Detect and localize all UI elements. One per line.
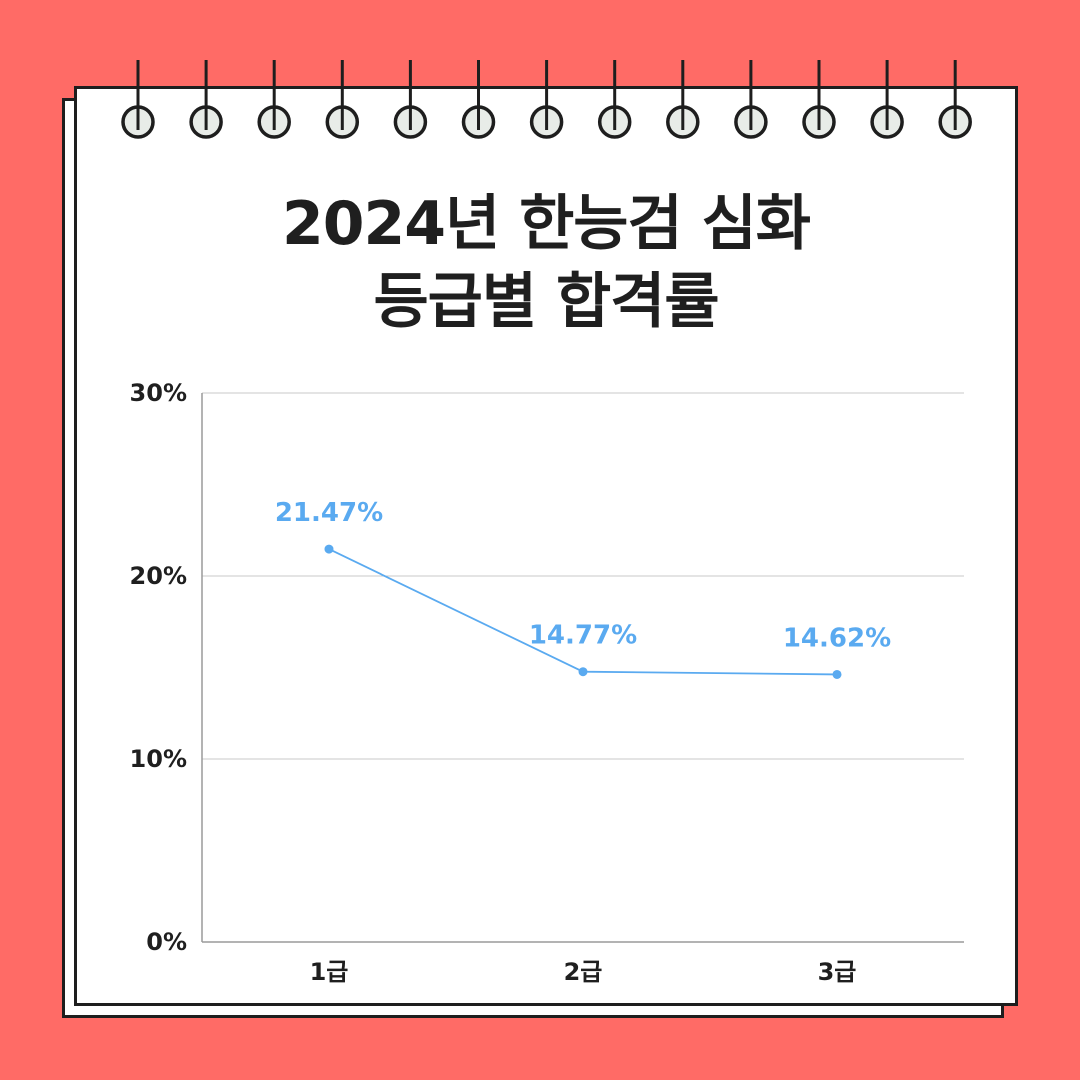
data-point [324, 544, 334, 554]
series-line [328, 548, 838, 676]
spiral-binding [121, 60, 972, 139]
y-tick-label: 30% [130, 379, 187, 407]
y-tick-label: 10% [130, 745, 187, 773]
title-line-1: 2024년 한능검 심화 [282, 189, 811, 259]
data-label: 21.47% [275, 498, 383, 528]
x-tick-label: 2급 [564, 958, 603, 986]
y-tick-label: 0% [146, 928, 187, 956]
notebook-page [74, 86, 1018, 1006]
y-tick-label: 20% [130, 562, 187, 590]
data-label: 14.62% [783, 623, 891, 653]
data-point [832, 669, 842, 679]
data-point [578, 667, 588, 677]
data-label: 14.77% [529, 621, 637, 651]
x-tick-label: 3급 [818, 958, 857, 986]
title-line-2: 등급별 합격률 [373, 267, 719, 337]
chart-title: 2024년 한능검 심화 등급별 합격률 [74, 185, 1018, 341]
x-tick-label: 1급 [310, 958, 349, 986]
